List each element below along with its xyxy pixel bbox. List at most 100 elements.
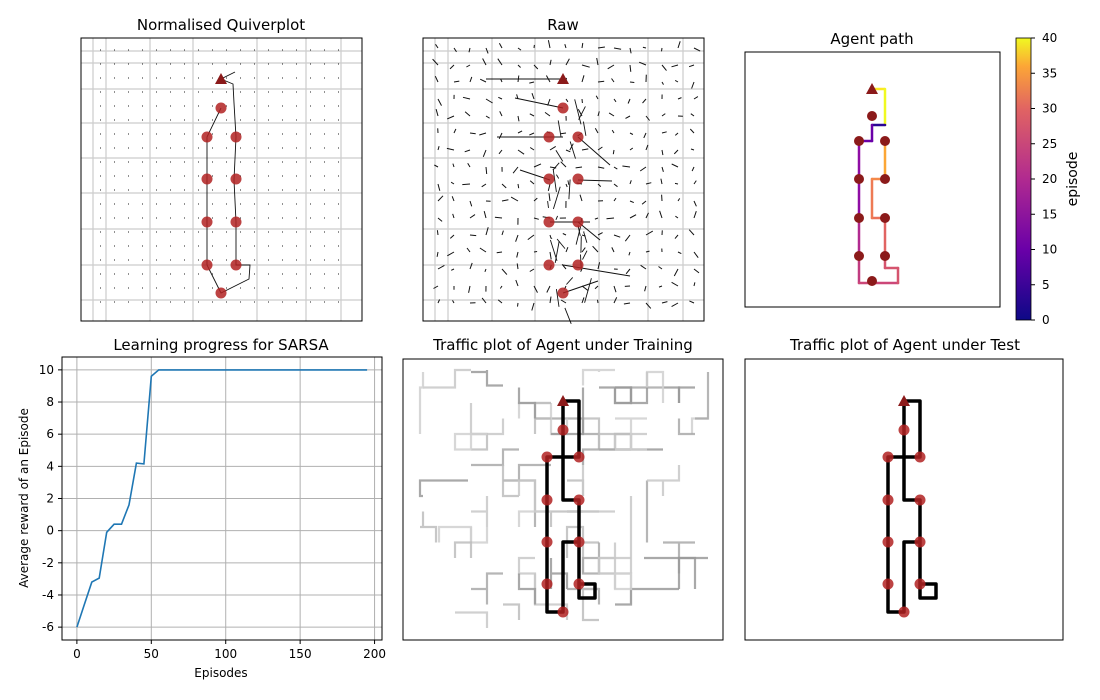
vector-arrow	[671, 281, 679, 287]
vector-arrow	[462, 183, 471, 186]
training-trajectory	[471, 448, 519, 467]
vector-arrow	[660, 178, 663, 185]
start-triangle-marker	[898, 395, 910, 406]
vector-arrow	[658, 266, 663, 270]
vector-arrow	[673, 268, 679, 277]
training-trajectory	[469, 527, 489, 544]
training-trajectory	[455, 611, 489, 628]
y-axis-label: Average reward of an Episode	[17, 408, 31, 588]
vector-arrow	[517, 47, 522, 51]
vector-arrow	[645, 250, 650, 253]
y-tick-label: 2	[46, 492, 54, 506]
training-trajectory	[471, 432, 489, 451]
vector-arrow	[437, 264, 445, 270]
vector-arrow	[611, 247, 615, 253]
vector-arrow	[613, 234, 621, 238]
vector-arrow	[499, 285, 503, 289]
vector-arrow	[512, 166, 519, 174]
vector-arrow	[661, 131, 667, 134]
vector-arrow	[561, 263, 567, 270]
vector-arrow	[555, 289, 560, 307]
plot-frame	[61, 356, 383, 641]
vector-arrow	[612, 149, 615, 155]
vector-arrow	[499, 111, 503, 117]
vector-arrow	[640, 264, 647, 270]
vector-arrow	[557, 120, 562, 137]
vector-arrow	[547, 40, 551, 49]
training-trajectory	[517, 479, 537, 512]
vector-arrow	[452, 300, 455, 304]
reward-series-line	[76, 369, 368, 628]
vector-arrow	[677, 97, 682, 100]
y-tick-label: 6	[46, 427, 54, 441]
vector-arrow	[549, 145, 556, 151]
agent-trajectory	[545, 399, 597, 614]
training-trajectory	[677, 418, 695, 436]
vector-arrow	[516, 251, 519, 258]
waypoint-marker	[573, 451, 585, 463]
vector-arrow	[464, 149, 471, 153]
x-tick-label: 50	[144, 647, 159, 661]
vector-arrow	[613, 297, 618, 304]
x-tick-label: 100	[214, 647, 237, 661]
vector-arrow	[485, 98, 493, 104]
vector-arrow	[498, 42, 503, 49]
vector-arrow	[645, 182, 652, 185]
vector-arrow	[446, 147, 455, 151]
training-trajectory	[418, 372, 425, 434]
vector-arrow	[452, 163, 455, 168]
training-trajectory	[503, 603, 521, 620]
vector-arrow	[562, 233, 567, 236]
training-trajectory	[517, 556, 537, 605]
y-tick-label: 4	[46, 459, 54, 473]
vector-arrow	[433, 285, 439, 289]
agent-trace	[206, 71, 251, 294]
panel-title: Normalised Quiverplot	[137, 16, 305, 34]
vector-arrow	[580, 268, 583, 272]
vector-arrow	[501, 230, 504, 236]
colorbar-tick-label: 40	[1042, 31, 1057, 45]
waypoint-marker	[867, 276, 877, 286]
vector-arrow	[693, 200, 697, 207]
vector-arrow	[597, 183, 602, 187]
vector-arrow	[625, 268, 631, 275]
waypoint-marker	[201, 259, 213, 271]
start-triangle-marker	[866, 83, 878, 94]
vector-arrow	[533, 217, 539, 220]
vector-arrow	[449, 64, 455, 70]
vector-arrow	[643, 132, 647, 139]
vector-arrow	[451, 196, 455, 202]
x-axis-label: Episodes	[194, 666, 247, 680]
waypoint-marker	[557, 606, 569, 618]
colorbar-tick-label: 25	[1042, 137, 1057, 151]
vector-arrow	[434, 75, 439, 83]
vector-arrow	[577, 179, 613, 182]
vector-arrow	[645, 212, 649, 219]
vector-arrow	[575, 226, 582, 245]
training-trajectory	[453, 432, 487, 451]
waypoint-marker	[880, 136, 890, 146]
vector-arrow	[549, 251, 552, 260]
vector-arrow	[674, 132, 679, 136]
training-trajectory	[423, 368, 471, 389]
vector-arrow	[547, 183, 551, 192]
vector-arrow	[453, 128, 457, 134]
vector-arrow	[435, 44, 439, 49]
vector-arrow	[469, 200, 473, 207]
y-tick-label: -6	[42, 620, 54, 634]
x-tick-label: 200	[363, 647, 386, 661]
vector-arrow	[693, 268, 700, 274]
vector-arrow	[479, 78, 487, 83]
vector-arrow	[596, 57, 599, 66]
vector-arrow	[690, 148, 695, 151]
vector-arrow	[597, 111, 600, 117]
vector-arrow	[581, 148, 589, 151]
vector-arrow	[645, 302, 652, 309]
vector-arrow	[450, 181, 455, 185]
vector-arrow	[567, 180, 570, 185]
vector-arrow	[437, 98, 442, 106]
waypoint-marker	[914, 578, 926, 590]
vector-arrow	[613, 47, 622, 50]
vector-arrow	[581, 75, 585, 83]
training-trajectory	[471, 572, 503, 605]
